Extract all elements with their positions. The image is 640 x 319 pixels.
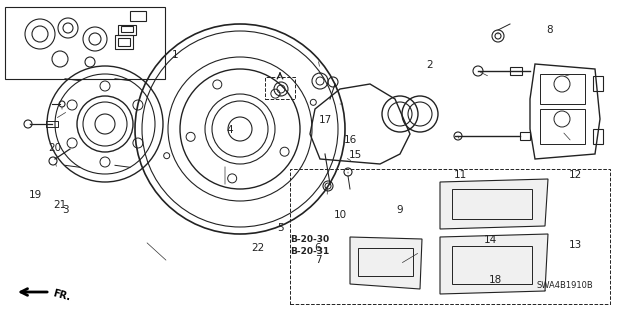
- Text: 3: 3: [61, 205, 68, 215]
- Bar: [121, 26, 133, 32]
- Text: SWA4B1910B: SWA4B1910B: [536, 280, 593, 290]
- Text: B-20-31: B-20-31: [290, 248, 329, 256]
- Bar: [540, 109, 585, 144]
- Polygon shape: [350, 237, 422, 289]
- Text: 1: 1: [172, 50, 179, 60]
- Text: 5: 5: [276, 223, 284, 233]
- Bar: [290, 169, 610, 304]
- Text: 13: 13: [568, 240, 582, 250]
- Bar: [130, 11, 146, 21]
- Text: 19: 19: [28, 190, 42, 200]
- Text: B-20-30: B-20-30: [290, 235, 329, 244]
- Bar: [593, 129, 603, 144]
- Text: 4: 4: [227, 125, 234, 135]
- Bar: [46, 121, 58, 127]
- Polygon shape: [310, 84, 410, 164]
- Bar: [118, 25, 136, 35]
- Text: 8: 8: [547, 25, 554, 35]
- Text: 21: 21: [53, 200, 67, 210]
- Text: 20: 20: [49, 143, 61, 153]
- Text: 14: 14: [483, 235, 497, 245]
- Bar: [520, 132, 530, 140]
- Bar: [452, 246, 532, 284]
- Text: FR.: FR.: [52, 288, 72, 302]
- Text: 15: 15: [348, 150, 362, 160]
- Polygon shape: [440, 234, 548, 294]
- Bar: [540, 74, 585, 104]
- Text: 22: 22: [252, 243, 264, 253]
- Bar: [358, 248, 413, 276]
- Text: 11: 11: [453, 170, 467, 180]
- Text: 6: 6: [315, 243, 321, 253]
- Bar: [5, 7, 165, 79]
- Text: 2: 2: [427, 60, 433, 70]
- Text: 12: 12: [568, 170, 582, 180]
- Text: 7: 7: [315, 255, 321, 265]
- Bar: [593, 76, 603, 91]
- Text: 16: 16: [344, 135, 356, 145]
- Bar: [265, 77, 295, 99]
- Text: 9: 9: [397, 205, 403, 215]
- Text: 18: 18: [488, 275, 502, 285]
- Text: 10: 10: [333, 210, 347, 220]
- Bar: [115, 35, 133, 49]
- Bar: [510, 67, 522, 75]
- Polygon shape: [440, 179, 548, 229]
- Text: 17: 17: [318, 115, 332, 125]
- Polygon shape: [530, 64, 600, 159]
- Bar: [118, 38, 130, 46]
- Bar: [452, 189, 532, 219]
